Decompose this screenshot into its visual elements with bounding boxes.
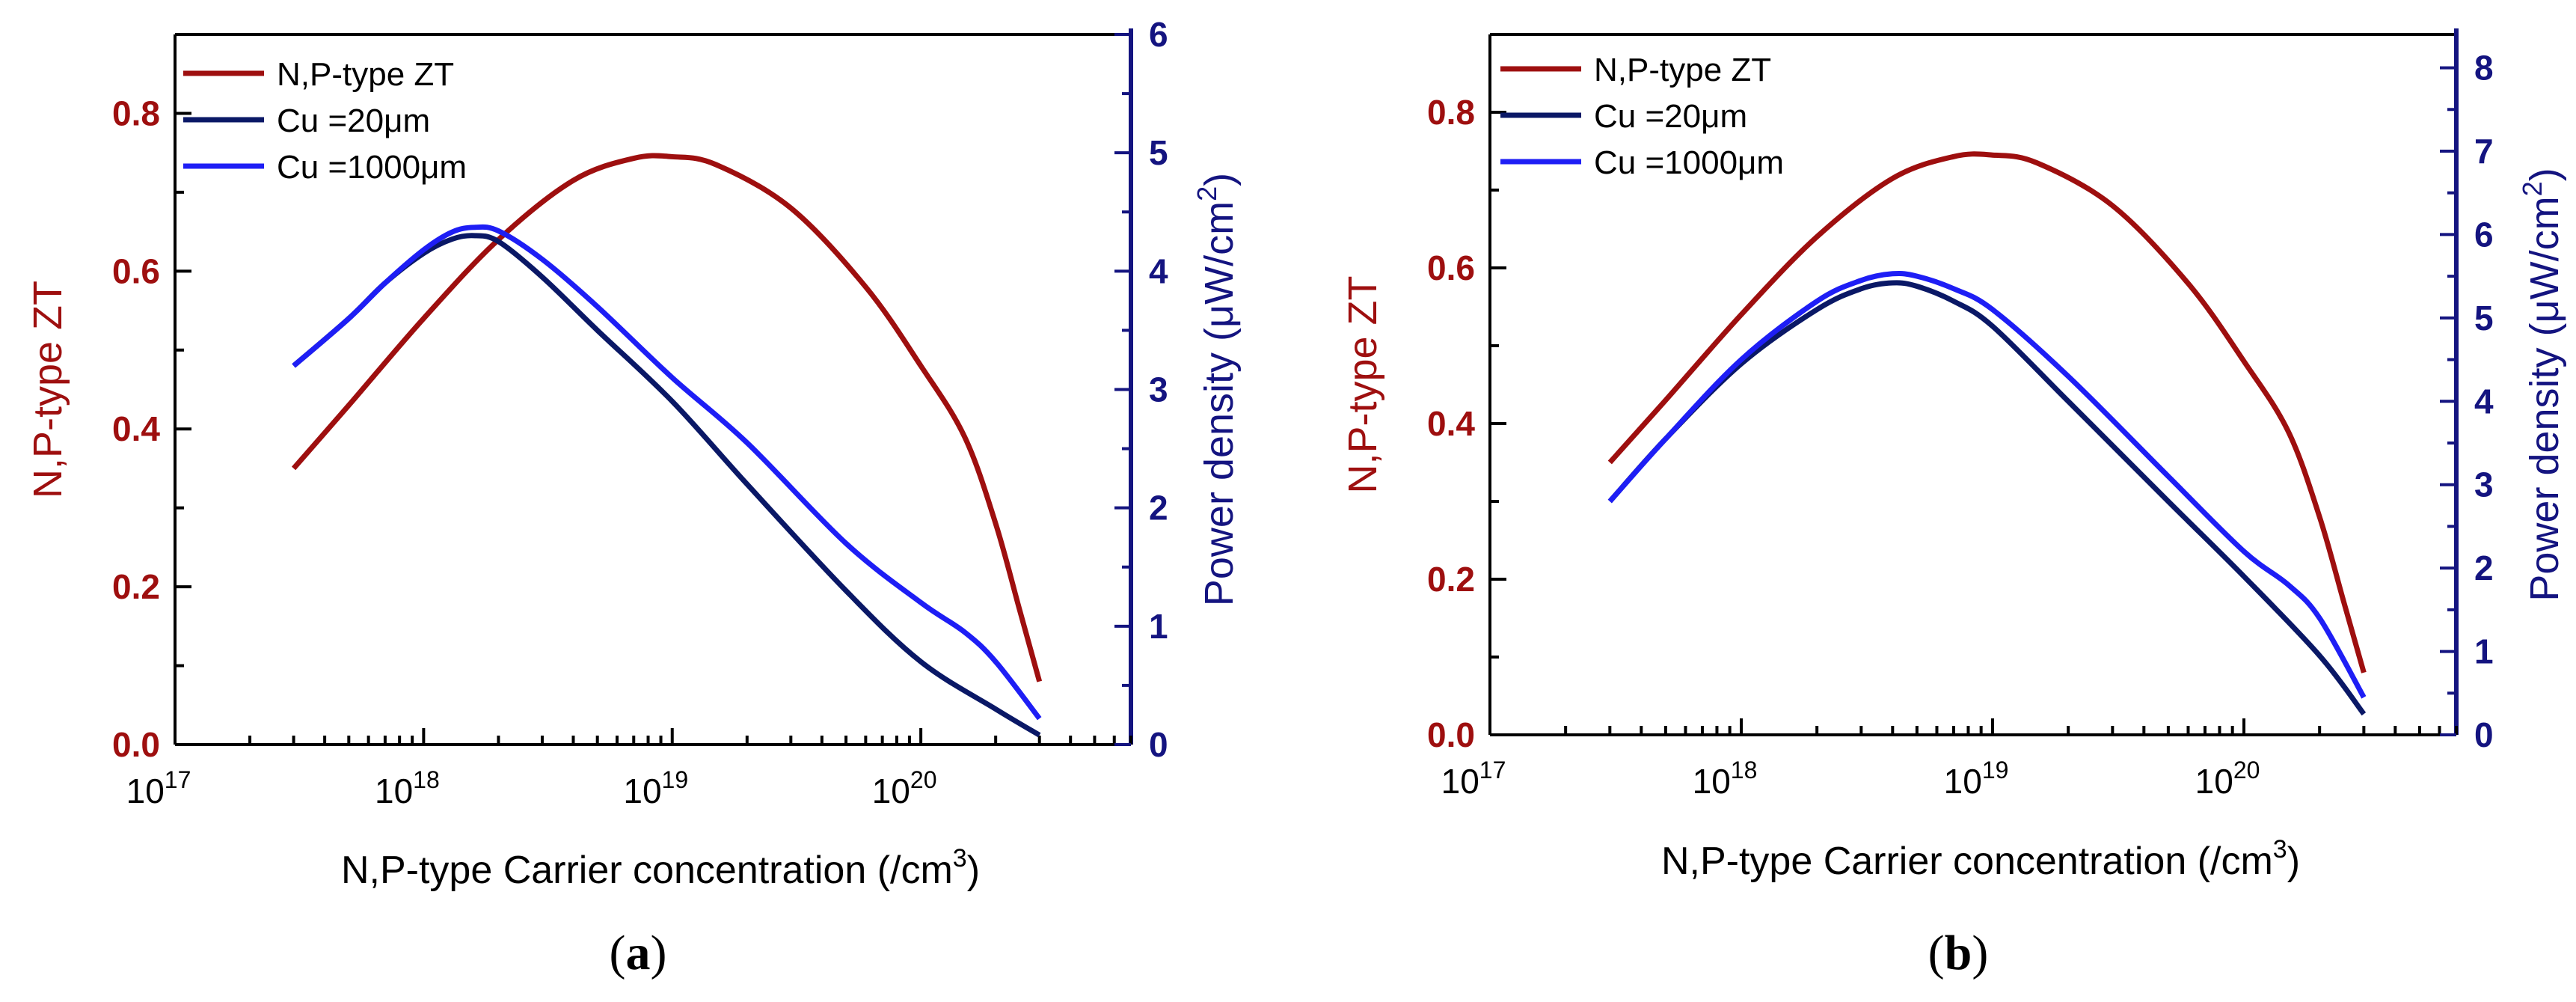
y-right-tick-label: 4 <box>2474 382 2494 421</box>
y-right-tick-label: 3 <box>1149 370 1168 409</box>
y-left-axis-title: N,P-type ZT <box>1340 275 1385 493</box>
y-right-tick-label: 6 <box>2474 215 2494 254</box>
x-tick-label: 1017 <box>126 766 191 810</box>
y-right-tick-label: 2 <box>2474 549 2494 587</box>
x-tick-label: 1020 <box>2195 757 2260 801</box>
legend-label: Cu =20μm <box>1594 98 1747 135</box>
series-line-cu-1000-m <box>292 224 1042 721</box>
legend-label: N,P-type ZT <box>1594 52 1771 88</box>
series-line-cu-1000-m <box>1607 270 2367 699</box>
y-right-tick-label: 8 <box>2474 49 2494 88</box>
y-right-tick-label: 4 <box>1149 251 1168 290</box>
y-right-axis-title: Power density (μW/cm2) <box>1192 173 1242 606</box>
series-line-n-p-type-zt <box>1607 151 2367 673</box>
x-tick-label: 1020 <box>872 766 937 810</box>
y-right-tick-label: 6 <box>1149 15 1168 54</box>
y-left-tick-label: 0.2 <box>112 567 160 606</box>
y-right-tick-label: 5 <box>2474 299 2494 337</box>
x-tick-label: 1017 <box>1441 757 1506 801</box>
y-left-tick-label: 0.0 <box>112 725 160 764</box>
y-left-tick-label: 0.0 <box>1427 715 1475 754</box>
legend-label: Cu =1000μm <box>277 149 467 186</box>
chart-panel-a: 1017 1018 1019 1020 0.0 0.2 0.4 0.6 0.8 0 1 2 3 4 5 6 N,… <box>25 15 1242 980</box>
y-left-tick-label: 0.4 <box>1427 404 1475 443</box>
panel-label: (b) <box>1928 926 1989 980</box>
x-tick-label: 1019 <box>623 766 688 810</box>
legend-label: N,P-type ZT <box>277 56 454 93</box>
y-left-tick-label: 0.8 <box>1427 93 1475 132</box>
x-tick-label: 1019 <box>1944 757 2009 801</box>
series-line-n-p-type-zt <box>291 153 1043 682</box>
x-tick-label: 1018 <box>375 766 440 810</box>
y-right-tick-label: 1 <box>2474 632 2494 671</box>
chart-panel-b: 1017 1018 1019 1020 0.0 0.2 0.4 0.6 0.8 0 1 2 3 4 5 6 7 8… <box>1340 28 2567 980</box>
y-right-tick-label: 0 <box>1149 725 1168 764</box>
y-right-tick-label: 7 <box>2474 132 2494 171</box>
y-left-axis-title: N,P-type ZT <box>25 281 70 498</box>
series-line-cu-20-m <box>292 233 1041 738</box>
x-axis-title: N,P-type Carrier concentration (/cm3) <box>1661 835 2300 883</box>
y-right-tick-label: 0 <box>2474 715 2494 754</box>
x-tick-label: 1018 <box>1693 757 1758 801</box>
series-line-cu-20-m <box>1607 280 2367 716</box>
y-right-tick-label: 1 <box>1149 607 1168 646</box>
y-left-tick-label: 0.6 <box>1427 248 1475 287</box>
y-right-tick-label: 5 <box>1149 133 1168 172</box>
y-right-tick-label: 2 <box>1149 489 1168 528</box>
y-left-tick-label: 0.8 <box>112 94 160 132</box>
panel-label: (a) <box>610 926 667 980</box>
y-left-tick-label: 0.6 <box>112 251 160 290</box>
y-right-axis-title: Power density (μW/cm2) <box>2517 168 2567 601</box>
y-left-tick-label: 0.2 <box>1427 560 1475 599</box>
y-right-tick-label: 3 <box>2474 465 2494 504</box>
x-axis-title: N,P-type Carrier concentration (/cm3) <box>341 844 980 892</box>
legend-label: Cu =20μm <box>277 103 430 139</box>
legend-label: Cu =1000μm <box>1594 144 1784 181</box>
y-left-tick-label: 0.4 <box>112 409 160 448</box>
